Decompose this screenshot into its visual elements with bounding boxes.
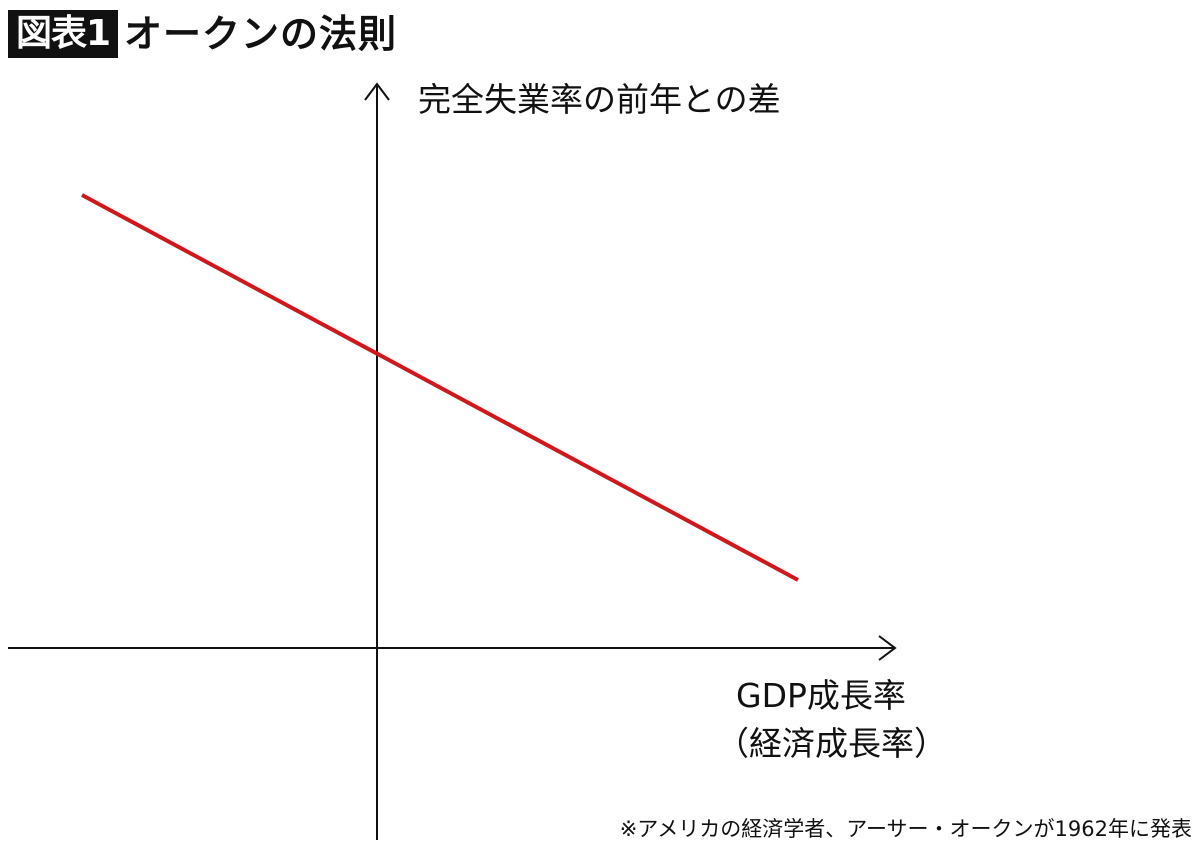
y-axis-label: 完全失業率の前年との差 bbox=[418, 80, 781, 119]
x-axis-arrow-icon bbox=[878, 635, 897, 661]
okun-trend-line bbox=[81, 193, 799, 582]
x-axis-label: GDP成長率 bbox=[736, 676, 906, 715]
x-axis-label-sub: （経済成長率） bbox=[716, 724, 947, 763]
footnote: ※アメリカの経済学者、アーサー・オークンが1962年に発表 bbox=[619, 817, 1192, 841]
figure-title: オークンの法則 bbox=[124, 12, 398, 56]
y-axis-arrow-icon bbox=[364, 82, 390, 101]
figure-number-badge: 図表1 bbox=[8, 10, 119, 58]
